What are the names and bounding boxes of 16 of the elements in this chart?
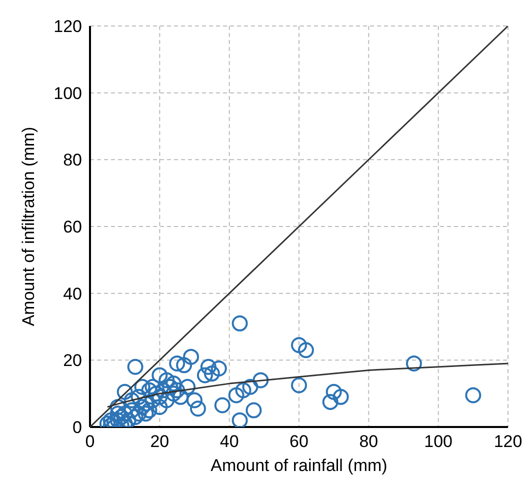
y-tick-label: 0 (72, 418, 82, 438)
y-tick-label: 20 (63, 351, 82, 370)
y-tick-label: 80 (63, 150, 82, 170)
y-tick-label: 40 (63, 284, 82, 304)
x-tick-label: 120 (494, 432, 522, 452)
x-tick-label: 20 (150, 432, 170, 452)
y-axis-title: Amount of infiltration (mm) (19, 126, 38, 326)
y-tick-label: 60 (63, 218, 82, 237)
y-tick-label: 120 (54, 17, 82, 36)
x-tick-label: 100 (424, 432, 453, 452)
x-tick-label: 80 (359, 432, 378, 452)
y-tick-label: 100 (54, 84, 82, 103)
x-tick-label: 40 (220, 432, 239, 452)
x-axis-title: Amount of rainfall (mm) (210, 456, 388, 475)
x-tick-label: 60 (290, 432, 308, 452)
x-tick-label: 0 (85, 432, 95, 452)
